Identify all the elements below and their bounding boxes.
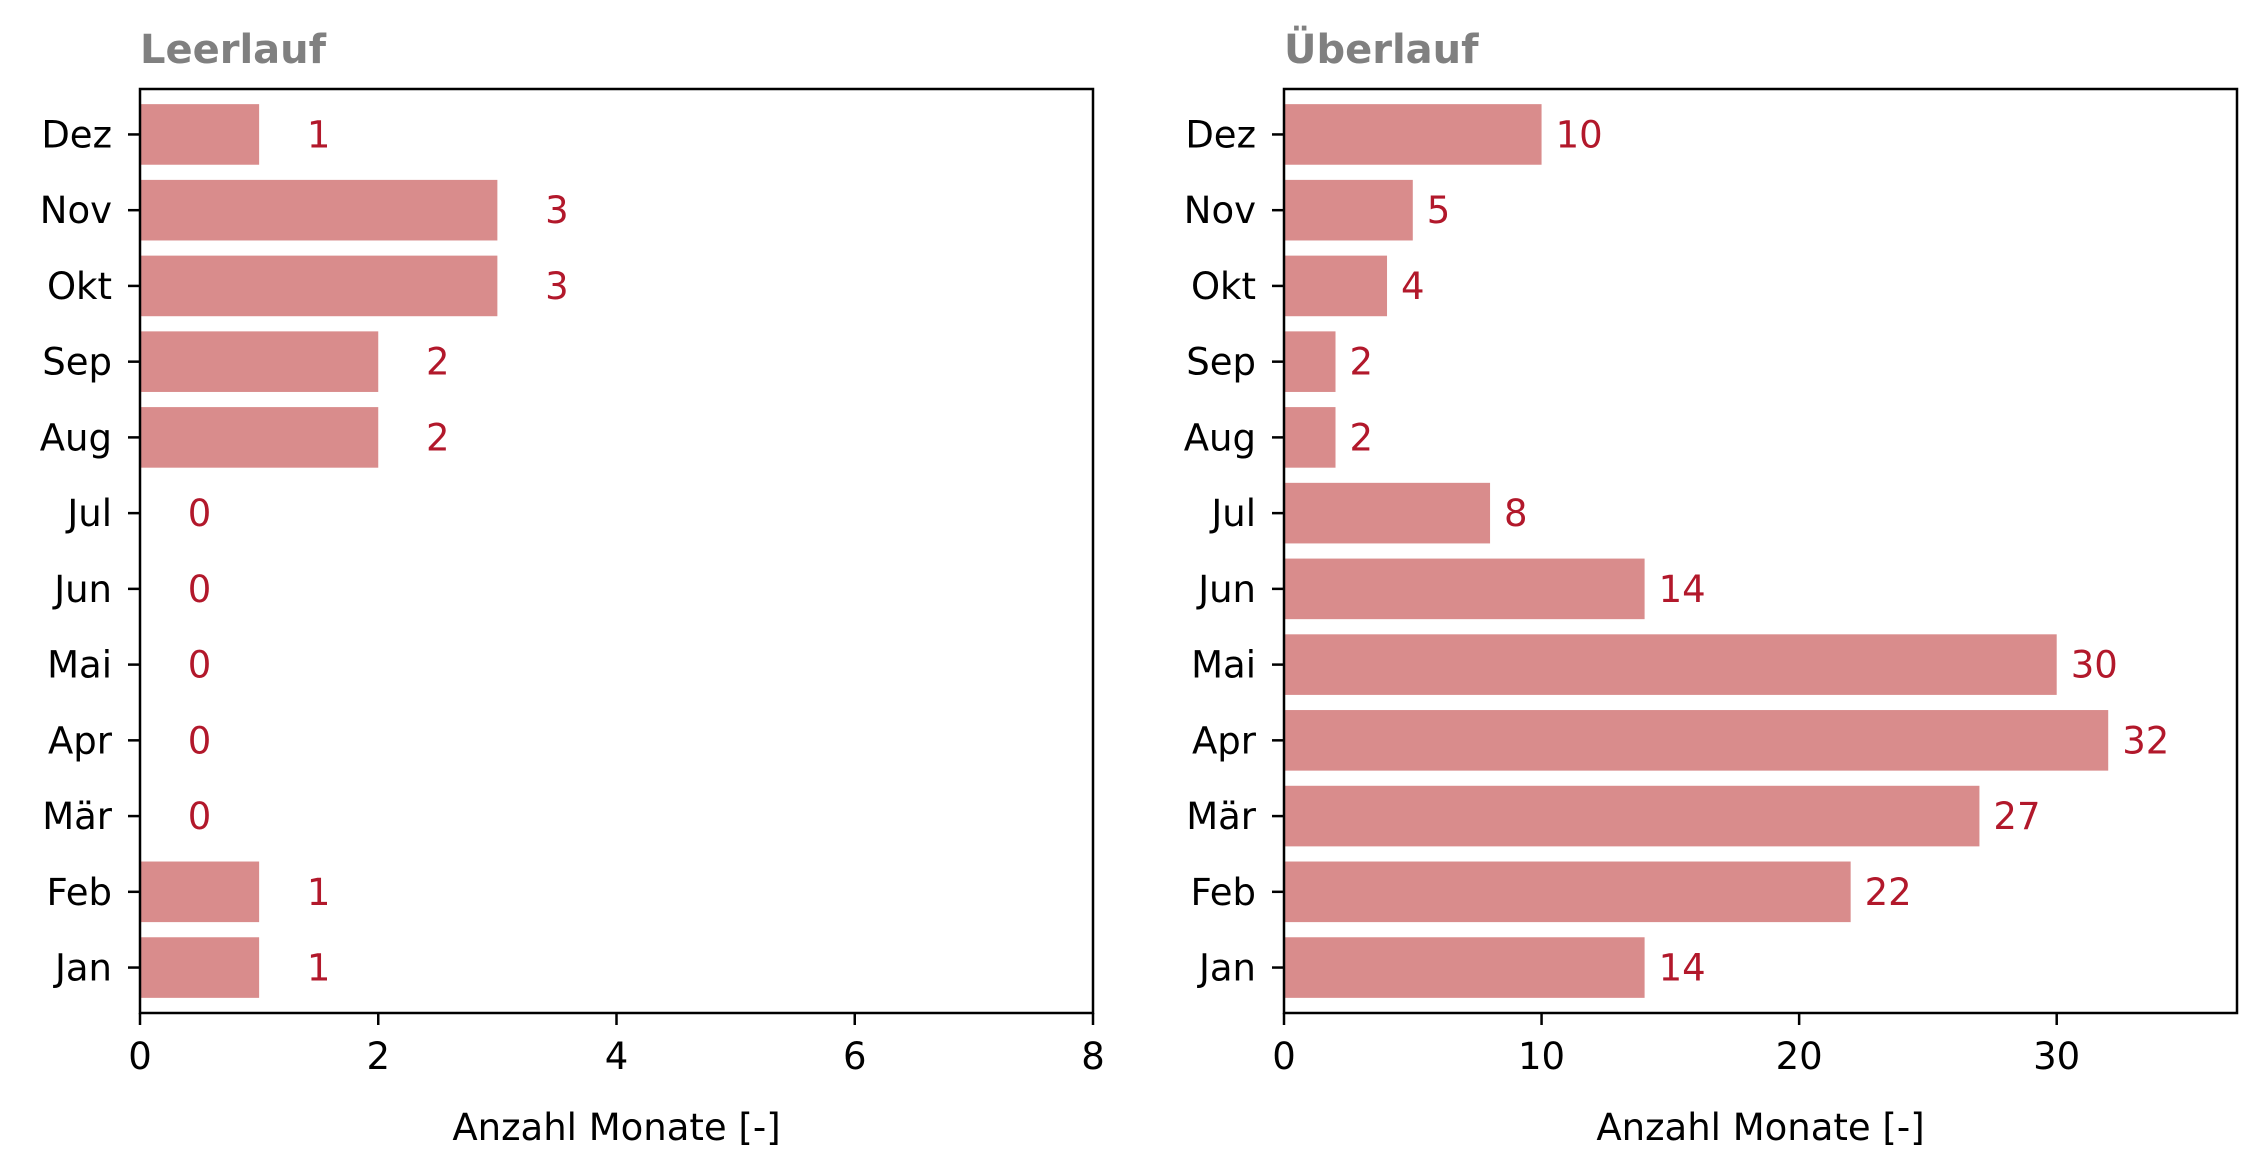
bar-jul — [1284, 482, 1491, 544]
bar-dez — [140, 104, 260, 165]
y-tick-label-aug: Aug — [40, 416, 112, 459]
y-tick-label-dez: Dez — [41, 113, 112, 156]
x-tick-label: 2 — [366, 1035, 390, 1078]
data-label-jul: 8 — [1504, 492, 1528, 535]
bar-apr — [1284, 710, 2109, 771]
y-tick-label-apr: Apr — [1192, 719, 1257, 762]
bar-jan — [140, 937, 260, 998]
bar-dez — [1284, 104, 1542, 165]
x-axis-label: Anzahl Monate [-] — [1596, 1106, 1924, 1149]
y-tick-label-jul: Jul — [65, 492, 112, 535]
data-label-mai: 30 — [2071, 644, 2118, 687]
y-tick-label-okt: Okt — [47, 265, 112, 308]
data-label-jan: 1 — [307, 947, 331, 990]
data-label-jun: 14 — [1659, 568, 1706, 611]
bar-sep — [140, 331, 379, 392]
y-tick-label-apr: Apr — [48, 719, 113, 762]
panel-title: Überlauf — [1284, 25, 1479, 73]
x-tick-label: 0 — [1272, 1035, 1296, 1078]
y-tick-label-feb: Feb — [46, 871, 112, 914]
x-tick-label: 20 — [1776, 1035, 1823, 1078]
x-tick-label: 0 — [128, 1035, 152, 1078]
y-tick-label-aug: Aug — [1184, 416, 1256, 459]
data-label-feb: 22 — [1865, 871, 1912, 914]
data-label-aug: 2 — [426, 416, 450, 459]
bar-jun — [1284, 558, 1645, 620]
data-label-sep: 2 — [426, 341, 450, 384]
bar-okt — [140, 255, 498, 317]
data-label-jul: 0 — [188, 492, 212, 535]
y-tick-label-feb: Feb — [1190, 871, 1256, 914]
data-label-feb: 1 — [307, 871, 331, 914]
data-label-aug: 2 — [1350, 416, 1374, 459]
data-label-apr: 0 — [188, 719, 212, 762]
x-tick-label: 8 — [1081, 1035, 1105, 1078]
y-tick-label-nov: Nov — [40, 189, 112, 232]
x-tick-label: 30 — [2033, 1035, 2080, 1078]
data-label-jan: 14 — [1659, 947, 1706, 990]
y-tick-label-jan: Jan — [1197, 947, 1256, 990]
data-label-apr: 32 — [2122, 719, 2169, 762]
y-tick-label-mai: Mai — [47, 644, 112, 687]
y-tick-label-mai: Mai — [1191, 644, 1256, 687]
y-tick-label-mär: Mär — [42, 795, 113, 838]
bar-aug — [140, 407, 379, 468]
plot-frame — [1282, 87, 2239, 1015]
bar-feb — [140, 861, 260, 923]
data-label-dez: 1 — [307, 113, 331, 156]
data-label-okt: 4 — [1401, 265, 1425, 308]
y-tick-label-jun: Jun — [1196, 568, 1256, 611]
y-tick-label-jun: Jun — [52, 568, 112, 611]
y-tick-label-mär: Mär — [1186, 795, 1257, 838]
bar-aug — [1284, 407, 1336, 468]
data-label-okt: 3 — [545, 265, 569, 308]
data-label-sep: 2 — [1350, 341, 1374, 384]
x-tick-label: 10 — [1518, 1035, 1565, 1078]
bar-okt — [1284, 255, 1388, 317]
bar-nov — [1284, 179, 1413, 241]
bar-nov — [140, 179, 498, 241]
data-label-nov: 5 — [1427, 189, 1451, 232]
y-tick-label-dez: Dez — [1185, 113, 1256, 156]
x-tick-label: 6 — [843, 1035, 867, 1078]
y-tick-label-jul: Jul — [1209, 492, 1256, 535]
y-tick-label-jan: Jan — [53, 947, 112, 990]
data-label-dez: 10 — [1556, 113, 1603, 156]
data-label-mai: 0 — [188, 644, 212, 687]
y-tick-label-okt: Okt — [1191, 265, 1256, 308]
bar-mai — [1284, 634, 2057, 695]
panel-title: Leerlauf — [140, 27, 327, 73]
data-label-jun: 0 — [188, 568, 212, 611]
x-tick-label: 4 — [605, 1035, 629, 1078]
data-label-mär: 0 — [188, 795, 212, 838]
bar-jan — [1284, 937, 1645, 998]
bar-sep — [1284, 331, 1336, 392]
data-label-mär: 27 — [1993, 795, 2040, 838]
bar-mär — [1284, 785, 1980, 847]
bar-feb — [1284, 861, 1851, 923]
x-axis-label: Anzahl Monate [-] — [452, 1106, 780, 1149]
y-tick-label-nov: Nov — [1184, 189, 1256, 232]
y-tick-label-sep: Sep — [42, 341, 112, 384]
y-tick-label-sep: Sep — [1186, 341, 1256, 384]
data-label-nov: 3 — [545, 189, 569, 232]
